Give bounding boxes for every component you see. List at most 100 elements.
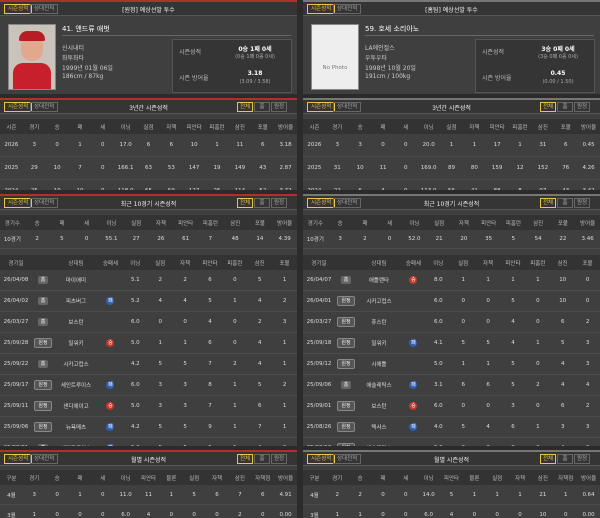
cell: 6: [197, 332, 223, 354]
filter-button[interactable]: 원정: [574, 454, 590, 464]
stats-table: 경기일 상대팀 승패세 이닝 실점 자책 피안타 피홈런 삼진 포볼 26/04/08 홈 마이애미 5.…: [0, 255, 297, 446]
tab-season[interactable]: 시즌성적: [4, 4, 33, 14]
cell: 4: [172, 290, 198, 312]
data-row: 3월 1 1 0 0 6.0 4 0 0 0 10 0 0.00: [303, 504, 600, 518]
column-header: 구분: [303, 470, 326, 485]
cell: 1: [68, 134, 92, 157]
cell: 샌디에이고: [54, 395, 98, 417]
cell: 홈: [32, 437, 54, 446]
cell: 26/04/07: [303, 270, 335, 291]
tab-season[interactable]: 시즌성적: [4, 198, 33, 208]
cell: 1: [508, 485, 532, 505]
tab-season[interactable]: 시즌성적: [307, 454, 336, 464]
cell: 4: [550, 437, 576, 446]
tab-versus[interactable]: 상대전적: [30, 198, 59, 208]
tab-season[interactable]: 시즌성적: [4, 102, 33, 112]
filter-button[interactable]: 전체: [237, 454, 253, 464]
tab-versus[interactable]: 상대전적: [30, 4, 59, 14]
stat-value: 0승 1패 0세: [238, 46, 272, 53]
cell: 원정: [32, 374, 54, 396]
cell: [401, 353, 426, 375]
cell: 0: [394, 134, 418, 157]
data-row: 2026 3 0 1 0 17.0 6 6 10 1 11 6 3.18: [0, 134, 297, 157]
cell: 7: [198, 230, 223, 249]
cell: 7: [247, 416, 273, 438]
info-line: 우투우타: [365, 55, 388, 62]
venue-badge: 홈: [340, 276, 352, 284]
filter-button[interactable]: 전체: [540, 102, 556, 112]
cell: 6: [348, 179, 372, 190]
cell: 8: [508, 179, 532, 190]
cell: 홈: [32, 270, 54, 291]
cell: 159: [485, 156, 509, 180]
cell: 26/03/27: [0, 311, 32, 333]
data-row: 4월 3 0 1 0 11.0 11 1 5 6 7 6 4.91: [0, 485, 297, 505]
stat-detail: (3승 0패 0홀 0세): [538, 54, 578, 60]
filter-button[interactable]: 홈: [254, 454, 270, 464]
filter-button[interactable]: 전체: [540, 454, 556, 464]
filter-button[interactable]: 원정: [271, 454, 287, 464]
tab-versus[interactable]: 상대전적: [333, 198, 362, 208]
filter-button[interactable]: 홈: [254, 102, 270, 112]
tab-versus[interactable]: 상대전적: [333, 102, 362, 112]
filter-button[interactable]: 원정: [271, 198, 287, 208]
cell: 169.0: [417, 156, 441, 180]
data-row: 2025 29 10 7 0 166.1 63 53 147 19 149 43 2.87: [0, 156, 297, 180]
cell: 7: [197, 395, 223, 417]
column-header: 삼진: [550, 255, 576, 270]
cell: 3: [147, 395, 173, 417]
filter-button[interactable]: 원정: [271, 102, 287, 112]
column-header: 피홈런: [205, 119, 229, 134]
cell: 10: [550, 270, 576, 291]
tab-versus[interactable]: 상대전적: [30, 454, 59, 464]
column-header: 피안타: [485, 119, 509, 134]
filter-button[interactable]: 원정: [574, 198, 590, 208]
info-line: 1998년 10월 20일: [365, 65, 416, 72]
filter-button[interactable]: 홈: [557, 102, 573, 112]
column-header: 삼진: [228, 119, 252, 134]
cell: 25/09/28: [0, 332, 32, 354]
tab-season[interactable]: 시즌성적: [307, 198, 336, 208]
stat-detail: (0승 1패 0홀 0세): [235, 54, 275, 60]
tab-season[interactable]: 시즌성적: [4, 454, 33, 464]
cell: 휴스턴: [357, 311, 401, 333]
cell: 0: [525, 311, 551, 333]
tab-season[interactable]: 시즌성적: [307, 102, 336, 112]
tab-versus[interactable]: 상대전적: [30, 102, 59, 112]
venue-badge: 원정: [337, 359, 355, 369]
stats-table: 경기일 상대팀 승패세 이닝 실점 자책 피안타 피홈런 삼진 포볼 26/04/07 홈 애틀랜타 승 8…: [303, 255, 600, 446]
cell: 5: [247, 374, 273, 396]
cell: 5.0: [425, 437, 451, 446]
filter-button[interactable]: 전체: [237, 198, 253, 208]
cell: 원정: [32, 395, 54, 417]
data-row: 10경기 3 2 0 52.0 21 20 35 5 54 22 3.46: [303, 230, 600, 249]
data-row: 25/08/26 원정 텍사스 패 4.0 5 4 6 1 3 3: [303, 416, 600, 438]
filter-button[interactable]: 원정: [574, 102, 590, 112]
cell: 1: [172, 332, 198, 354]
tab-versus[interactable]: 상대전적: [333, 454, 362, 464]
header-row: 구분 경기 승 패 세 이닝 피안타 블론 실점 자책 삼진 자책점 방어율: [303, 470, 600, 485]
filter-button[interactable]: 전체: [237, 102, 253, 112]
cell: 0: [508, 504, 532, 518]
cell: 11: [371, 156, 395, 180]
filter-button[interactable]: 홈: [557, 454, 573, 464]
cell: [401, 311, 426, 333]
filter-button[interactable]: 홈: [254, 198, 270, 208]
data-row: 25/09/06 원정 뉴욕메츠 패 4.2 5 5 9 1 7 1: [0, 416, 297, 438]
cell: 26: [148, 230, 174, 249]
cell: 10경기: [0, 230, 25, 249]
info-line: 191cm / 100kg: [365, 73, 411, 80]
cell: 0: [475, 395, 501, 417]
filter-button[interactable]: 홈: [557, 198, 573, 208]
section-bar: 시즌성적 상대전적 3년간 시즌성적 전체 홈 원정: [0, 100, 297, 114]
tab-versus[interactable]: 상대전적: [333, 4, 362, 14]
filter-button[interactable]: 전체: [540, 198, 556, 208]
cell: 76: [554, 156, 578, 180]
venue-badge: 홈: [37, 297, 49, 305]
header-row: 시즌 경기 승 패 세 이닝 실점 자책 피안타 피홈런 삼진 포볼 방어율: [303, 119, 600, 134]
tab-season[interactable]: 시즌성적: [307, 4, 336, 14]
column-header: 구분: [0, 470, 23, 485]
column-header: 실점: [440, 119, 463, 134]
data-row: 25/09/12 원정 시애틀 5.0 1 1 5 0 4 3: [303, 353, 600, 375]
cell: 56: [440, 179, 463, 190]
